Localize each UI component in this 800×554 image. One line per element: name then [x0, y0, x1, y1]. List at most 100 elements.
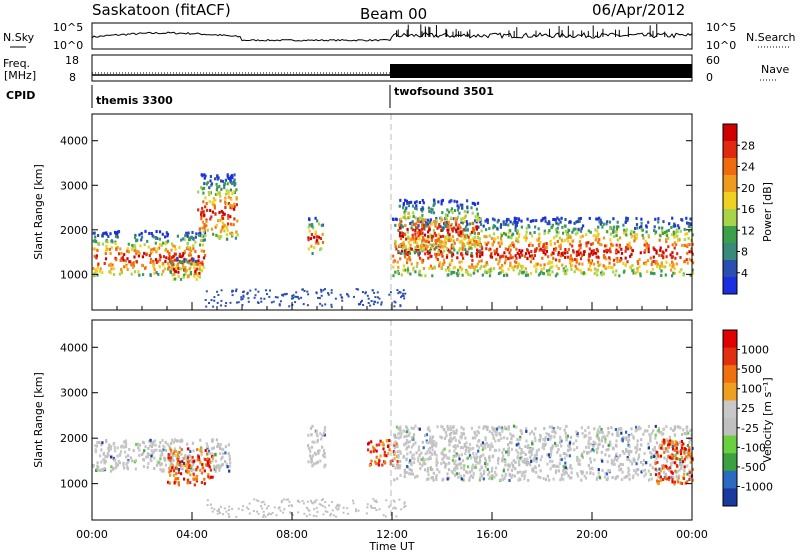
echo-cell: [457, 439, 461, 443]
echo-cell: [494, 439, 497, 443]
echo-cell: [398, 234, 402, 238]
echo-cell: [600, 439, 603, 443]
echo-cell: [161, 262, 164, 265]
ground-scatter-cell: [260, 297, 263, 300]
echo-cell: [455, 452, 458, 456]
echo-cell: [383, 450, 386, 454]
echo-cell: [402, 240, 405, 244]
echo-cell: [211, 456, 215, 460]
echo-cell: [665, 438, 669, 442]
echo-cell: [489, 475, 492, 479]
echo-cell: [435, 475, 438, 479]
echo-cell: [601, 225, 604, 229]
echo-cell: [562, 231, 565, 235]
ground-scatter-cell: [242, 291, 245, 293]
echo-cell: [657, 475, 660, 479]
ground-scatter-cell: [263, 297, 266, 300]
echo-cell: [687, 453, 690, 457]
echo-cell: [503, 436, 506, 440]
echo-cell: [415, 226, 418, 230]
echo-cell: [467, 235, 470, 239]
echo-cell: [177, 471, 180, 475]
echo-cell: [521, 271, 524, 275]
echo-cell: [392, 254, 395, 258]
echo-cell: [508, 251, 511, 255]
echo-cell: [102, 458, 105, 462]
echo-cell: [638, 453, 641, 457]
echo-cell: [199, 239, 203, 243]
echo-cell: [484, 241, 487, 245]
echo-cell: [665, 255, 668, 259]
echo-cell: [602, 236, 606, 240]
echo-cell: [209, 179, 212, 183]
colorbar-segment: [723, 435, 737, 454]
echo-cell: [615, 257, 618, 261]
colorbar-segment: [723, 400, 737, 419]
echo-cell: [516, 221, 519, 224]
echo-cell: [215, 188, 218, 192]
echo-cell: [448, 461, 451, 465]
echo-cell: [424, 244, 427, 248]
echo-cell: [417, 445, 421, 449]
echo-cell: [147, 462, 150, 466]
echo-cell: [112, 467, 115, 471]
echo-cell: [197, 233, 201, 237]
echo-cell: [178, 254, 181, 258]
echo-cell: [315, 239, 318, 243]
echo-cell: [477, 225, 480, 229]
echo-cell: [589, 268, 593, 272]
echo-cell: [664, 265, 667, 269]
echo-cell: [610, 458, 613, 462]
echo-cell: [591, 448, 594, 451]
ground-scatter-cell: [361, 299, 363, 302]
echo-cell: [661, 265, 664, 269]
echo-cell: [639, 272, 642, 276]
echo-cell: [225, 188, 228, 192]
echo-cell: [200, 173, 203, 177]
echo-cell: [543, 231, 546, 235]
echo-cell: [427, 467, 430, 471]
echo-cell: [565, 233, 569, 236]
echo-cell: [475, 433, 478, 437]
echo-cell: [409, 258, 412, 262]
echo-cell: [582, 252, 585, 256]
echo-cell: [375, 449, 378, 453]
ground-scatter-cell: [269, 513, 272, 516]
echo-cell: [316, 219, 319, 223]
echo-cell: [212, 446, 215, 450]
echo-cell: [449, 225, 452, 229]
echo-cell: [367, 448, 370, 452]
echo-cell: [154, 258, 158, 262]
echo-cell: [691, 271, 695, 275]
echo-cell: [675, 446, 678, 450]
echo-cell: [582, 271, 585, 275]
echo-cell: [406, 452, 409, 456]
echo-cell: [494, 238, 497, 241]
echo-cell: [617, 455, 620, 459]
echo-cell: [440, 265, 444, 269]
echo-cell: [205, 182, 208, 186]
echo-cell: [680, 482, 684, 485]
ground-scatter-cell: [275, 514, 278, 517]
echo-cell: [206, 452, 209, 456]
echo-cell: [665, 238, 668, 242]
echo-cell: [181, 260, 184, 264]
echo-cell: [449, 237, 453, 241]
ground-scatter-cell: [279, 509, 282, 512]
echo-cell: [673, 480, 676, 484]
echo-cell: [171, 463, 174, 467]
echo-cell: [543, 266, 546, 270]
echo-cell: [525, 271, 528, 274]
echo-cell: [205, 218, 208, 222]
echo-cell: [677, 480, 680, 484]
echo-cell: [550, 253, 553, 257]
echo-cell: [460, 426, 463, 429]
echo-cell: [537, 273, 541, 277]
echo-cell: [634, 271, 637, 275]
ground-scatter-cell: [300, 296, 303, 299]
echo-cell: [590, 242, 593, 246]
echo-cell: [441, 198, 444, 202]
ground-scatter-cell: [288, 500, 291, 503]
echo-cell: [148, 254, 151, 257]
echo-cell: [189, 246, 192, 250]
